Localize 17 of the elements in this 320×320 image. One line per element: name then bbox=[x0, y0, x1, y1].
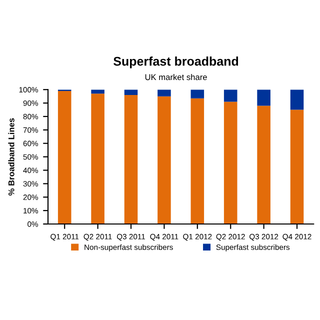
bar bbox=[290, 90, 304, 110]
y-axis-title: % Broadband Lines bbox=[8, 118, 14, 196]
chart-subtitle: UK market share bbox=[145, 74, 207, 80]
bar bbox=[224, 90, 238, 102]
bar bbox=[190, 90, 204, 98]
chart-title: Superfast broadband bbox=[114, 56, 238, 68]
bar bbox=[58, 90, 72, 224]
bar bbox=[124, 94, 138, 224]
bar bbox=[91, 94, 104, 224]
bar bbox=[124, 90, 138, 95]
bar bbox=[158, 96, 171, 224]
bar bbox=[257, 106, 270, 224]
bar bbox=[257, 90, 270, 106]
bar bbox=[158, 90, 171, 96]
bar bbox=[290, 110, 304, 224]
bar bbox=[190, 98, 204, 224]
bar bbox=[224, 102, 238, 224]
